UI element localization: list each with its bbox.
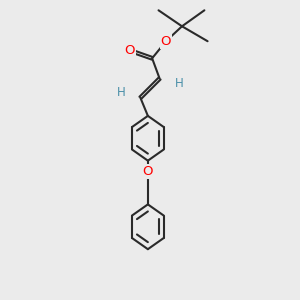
Text: H: H bbox=[174, 77, 183, 90]
Text: O: O bbox=[124, 44, 135, 57]
Text: O: O bbox=[161, 35, 171, 48]
Text: H: H bbox=[117, 86, 126, 99]
Text: O: O bbox=[142, 165, 153, 178]
